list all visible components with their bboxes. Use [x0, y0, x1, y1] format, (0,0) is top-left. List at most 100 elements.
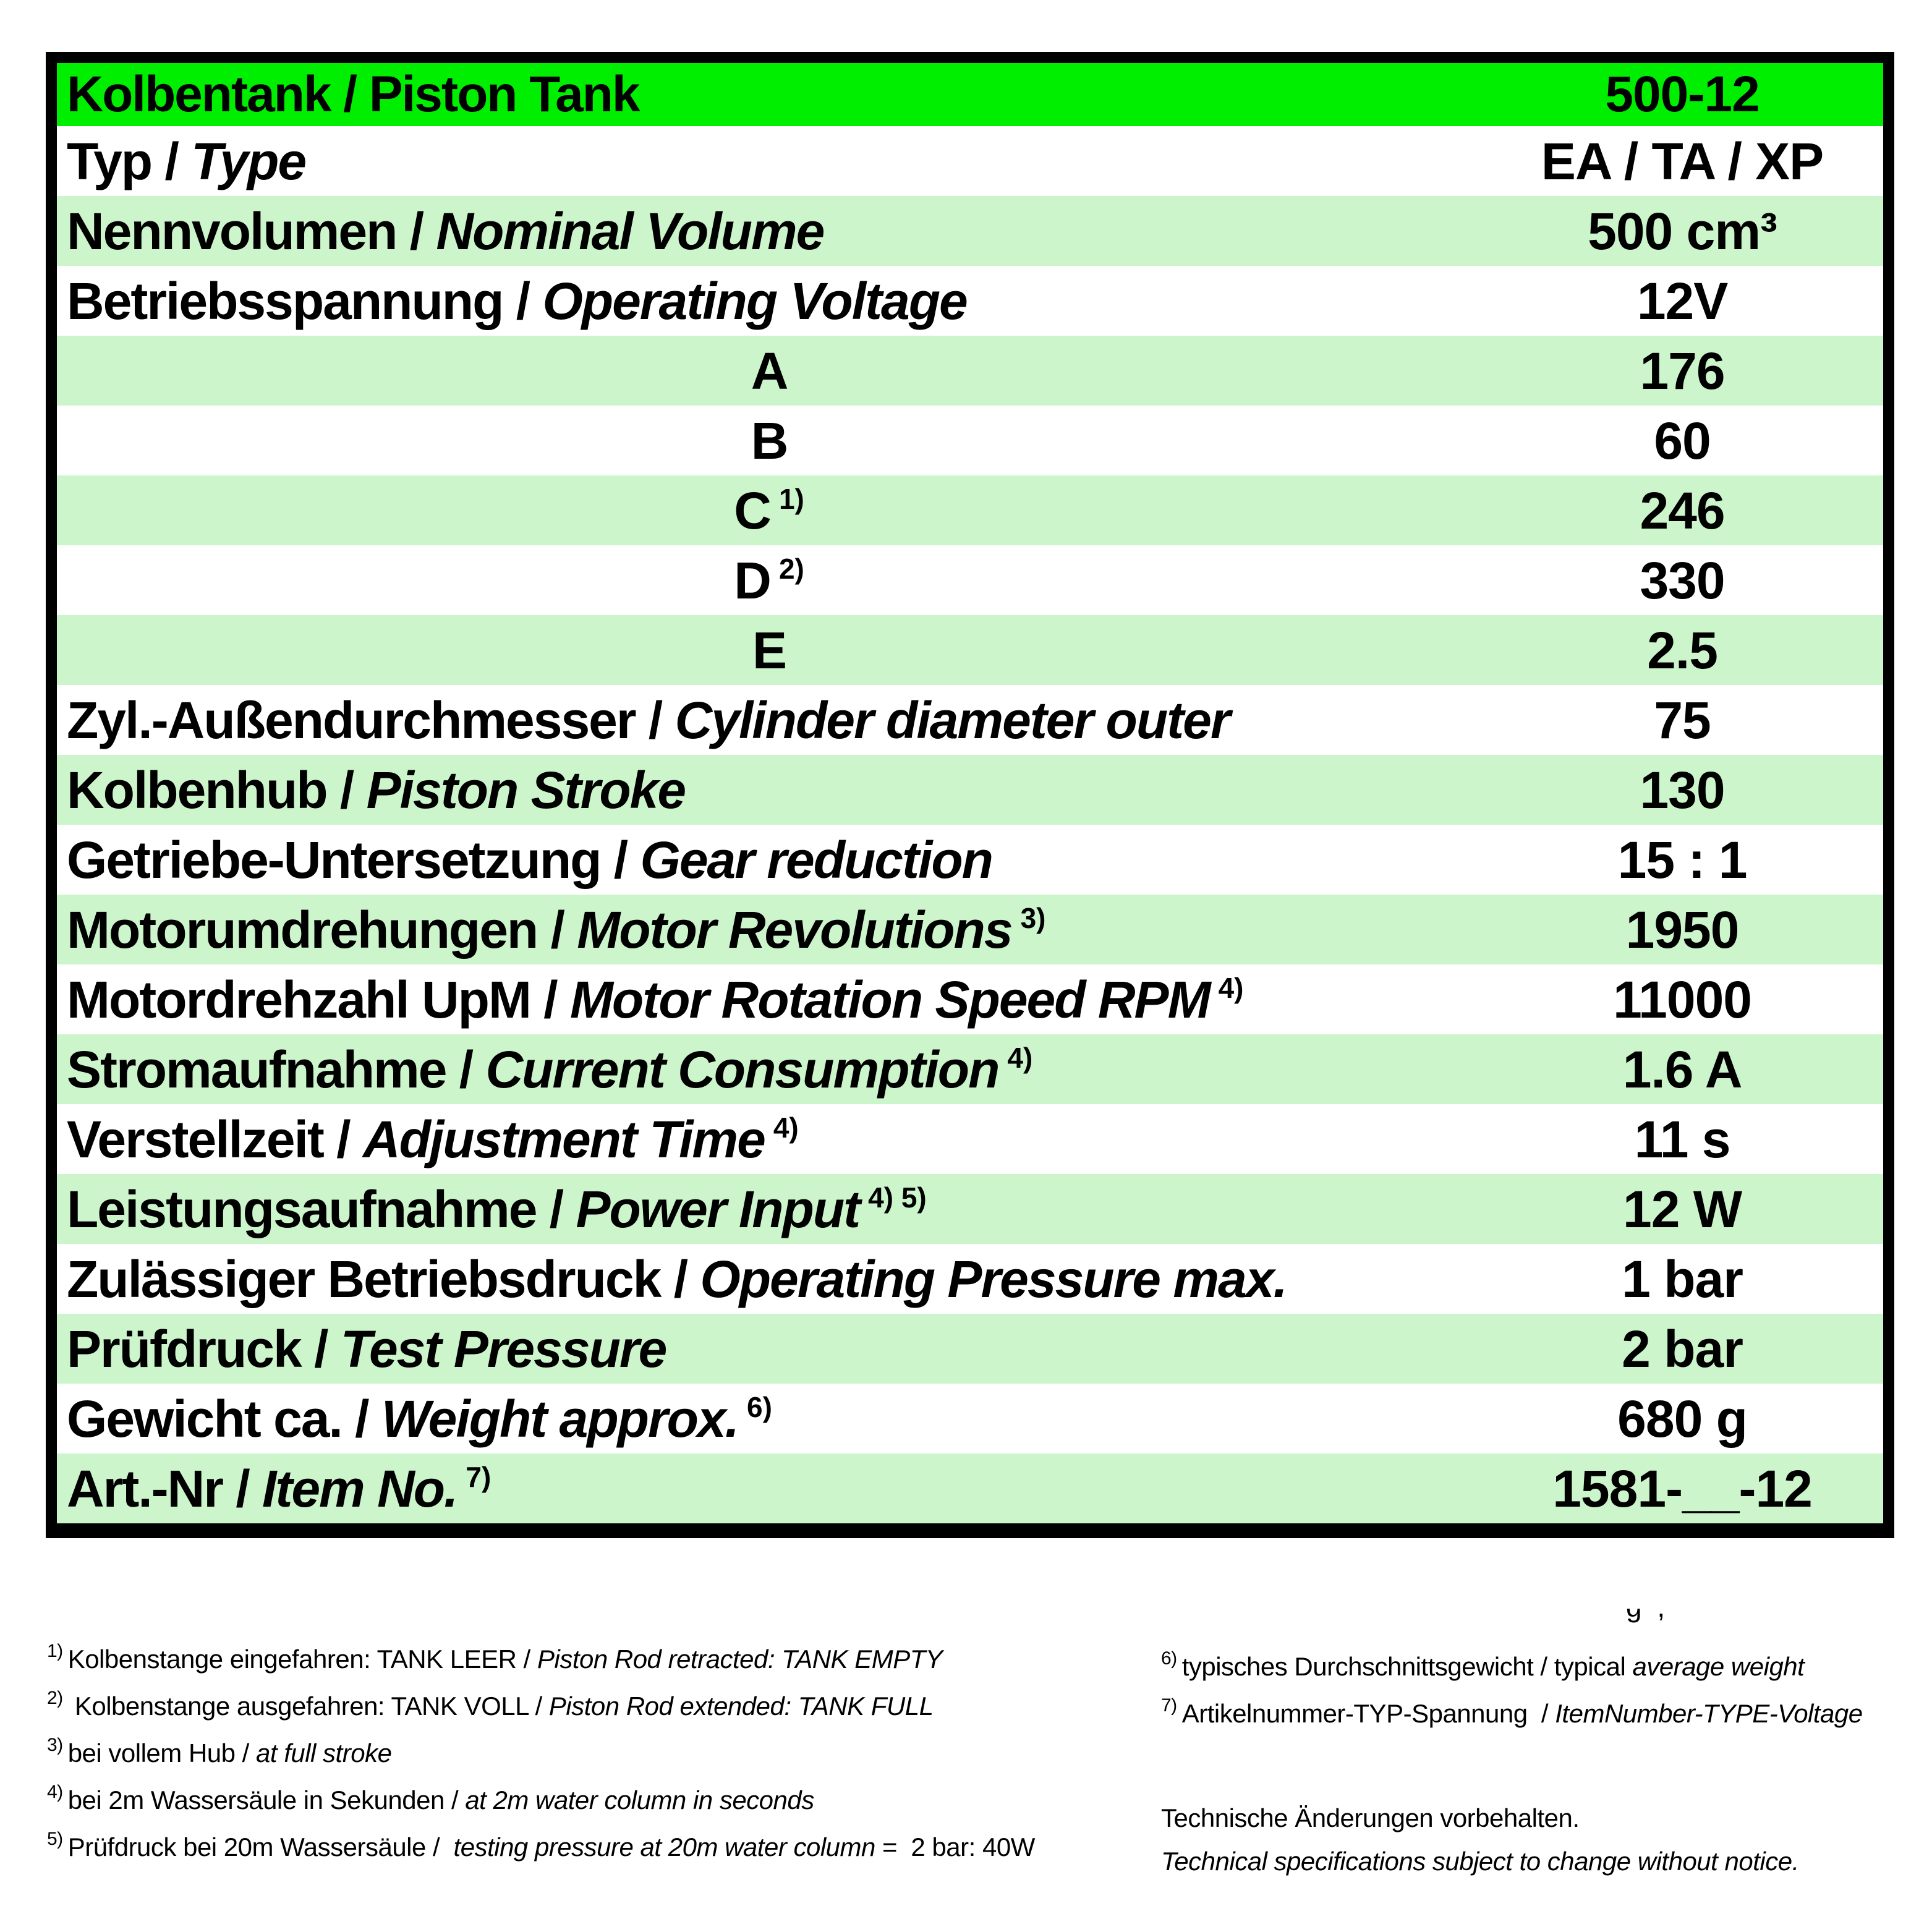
clipped-text: g , — [1626, 1609, 1737, 1621]
row-value: 246 — [1640, 481, 1725, 540]
table-row: Typ / Type EA / TA / XP — [57, 126, 1883, 196]
row-label-separator: / — [635, 691, 675, 749]
row-label-separator: / — [536, 1180, 576, 1238]
row-value: 500 cm³ — [1588, 202, 1777, 260]
row-label-separator: / — [300, 1319, 341, 1378]
footnote: 1) Kolbenstange eingefahren: TANK LEER / … — [47, 1636, 1035, 1683]
row-label-separator: / — [223, 1459, 263, 1518]
footnote: 3) bei vollem Hub / at full stroke — [47, 1730, 1035, 1777]
footnote: 5) Prüfdruck bei 20m Wassersäule / testin… — [47, 1824, 1035, 1871]
row-label: Nennvolumen / Nominal Volume — [57, 205, 1481, 257]
table-row: Nennvolumen / Nominal Volume 500 cm³ — [57, 196, 1883, 266]
table-row: Betriebsspannung / Operating Voltage 12V — [57, 266, 1883, 336]
table-row: E 2.5 — [57, 615, 1883, 685]
row-label-en: Motor Rotation Speed RPM — [569, 970, 1211, 1029]
row-label-en: Operating Voltage — [542, 271, 968, 330]
row-value: 2 bar — [1622, 1319, 1743, 1378]
footnote-text-de: Kolbenstange eingefahren: TANK LEER / — [67, 1645, 537, 1674]
row-value: 75 — [1654, 691, 1711, 749]
row-label-de: Typ — [67, 132, 153, 190]
row-label-de: Prüfdruck — [67, 1319, 302, 1378]
row-label-de: Verstellzeit — [67, 1110, 325, 1168]
row-label: A — [57, 345, 1481, 397]
row-label-en: Cylinder diameter outer — [674, 691, 1231, 749]
row-value: 176 — [1640, 341, 1725, 400]
footnote-ref: 4) — [47, 1782, 63, 1802]
row-label-de: Getriebe-Untersetzung — [67, 830, 602, 889]
row-label-en: Current Consumption — [485, 1040, 1000, 1099]
row-label-en: Test Pressure — [340, 1319, 668, 1378]
row-value: 1581-__-12 — [1552, 1459, 1813, 1518]
row-footnote-ref: 4) — [773, 1111, 799, 1144]
table-row: Getriebe-Untersetzung / Gear reduction 1… — [57, 825, 1883, 895]
table-row: B 60 — [57, 406, 1883, 475]
row-label: Kolbenhub / Piston Stroke — [57, 764, 1481, 816]
footnote-text-de: Prüfdruck bei 20m Wassersäule / — [67, 1832, 454, 1862]
row-label: Motordrehzahl UpM / Motor Rotation Speed… — [57, 974, 1481, 1026]
row-value: 680 g — [1617, 1389, 1748, 1448]
row-label-separator: / — [341, 1389, 381, 1448]
table-header-model: 500-12 — [1605, 66, 1760, 122]
footnote-ref: 7) — [1161, 1695, 1177, 1716]
row-value: 1 bar — [1622, 1249, 1743, 1308]
row-value: 330 — [1640, 551, 1725, 610]
row-label: Betriebsspannung / Operating Voltage — [57, 275, 1481, 327]
row-label: C 1) — [57, 485, 1481, 537]
row-label-de: Kolbenhub — [67, 760, 328, 819]
row-value: 12V — [1636, 271, 1728, 330]
row-label-separator: / — [660, 1249, 700, 1308]
row-label: Motorumdrehungen / Motor Revolutions 3) — [57, 904, 1481, 956]
row-value: 60 — [1654, 411, 1711, 470]
table-row: Prüfdruck / Test Pressure 2 bar — [57, 1314, 1883, 1384]
row-label: E — [57, 624, 1481, 676]
footnote-ref: 2) — [47, 1688, 63, 1708]
row-label: Getriebe-Untersetzung / Gear reduction — [57, 834, 1481, 886]
row-label: Art.-Nr / Item No. 7) — [57, 1463, 1481, 1515]
row-value: 15 : 1 — [1617, 830, 1748, 889]
row-label: Zyl.-Außendurchmesser / Cylinder diamete… — [57, 694, 1481, 746]
row-footnote-ref: 6) — [747, 1390, 772, 1423]
footnote-text-en: at 2m water column in seconds — [465, 1785, 814, 1815]
row-label: Stromaufnahme / Current Consumption 4) — [57, 1044, 1481, 1096]
footnote-ref: 5) — [47, 1829, 63, 1849]
footnote-text-de: bei 2m Wassersäule in Sekunden / — [67, 1785, 466, 1815]
footnotes-right: 6) typisches Durchschnittsgewicht / typic… — [1161, 1643, 1863, 1737]
table-row: Verstellzeit / Adjustment Time 4) 11 s — [57, 1104, 1883, 1174]
table-row: Zyl.-Außendurchmesser / Cylinder diamete… — [57, 685, 1883, 755]
row-label-de: Betriebsspannung — [67, 271, 504, 330]
row-footnote-ref: 4) 5) — [868, 1181, 927, 1214]
footnote-text-en: ItemNumber-TYPE-Voltage — [1555, 1699, 1863, 1728]
row-value: 2.5 — [1647, 621, 1718, 679]
footnote-text-en: at full stroke — [256, 1738, 392, 1768]
footnote-text-en: Piston Rod retracted: TANK EMPTY — [537, 1645, 943, 1674]
row-label-de: A — [751, 341, 789, 400]
footnote: 4) bei 2m Wassersäule in Sekunden / at 2m… — [47, 1777, 1035, 1824]
row-label-separator: / — [396, 202, 436, 260]
row-value: 1.6 A — [1622, 1040, 1743, 1099]
footnote-text-de: typisches Durchschnittsgewicht / typical — [1181, 1652, 1633, 1681]
row-value: 1950 — [1625, 900, 1740, 959]
row-footnote-ref: 7) — [466, 1460, 492, 1493]
row-label: Gewicht ca. / Weight approx. 6) — [57, 1393, 1481, 1445]
spec-rows: Typ / Type EA / TA / XP Nennvolumen / No… — [57, 126, 1883, 1523]
footnote: 2) Kolbenstange ausgefahren: TANK VOLL /… — [47, 1683, 1035, 1730]
table-header-row: Kolbentank / Piston Tank 500-12 — [57, 63, 1883, 126]
footnote-ref: 3) — [47, 1735, 63, 1755]
row-value: 12 W — [1623, 1180, 1742, 1238]
row-label-de: C — [734, 481, 772, 540]
row-label-de: Leistungsaufnahme — [67, 1180, 537, 1238]
footnotes-left: 1) Kolbenstange eingefahren: TANK LEER / … — [47, 1636, 1035, 1871]
row-value: 11000 — [1613, 970, 1752, 1029]
row-label-de: Zyl.-Außendurchmesser — [67, 691, 637, 749]
footnote-text-en: average weight — [1632, 1652, 1805, 1681]
row-label-separator: / — [530, 970, 570, 1029]
clipped-text-fragment: g , — [1626, 1609, 1737, 1637]
row-value: 130 — [1640, 760, 1725, 819]
row-label: B — [57, 415, 1481, 467]
footnote-text-en: testing pressure at 20m water column — [453, 1832, 876, 1862]
row-label-en: Operating Pressure max. — [700, 1249, 1287, 1308]
footnote-text-de: Kolbenstange ausgefahren: TANK VOLL / — [67, 1692, 549, 1721]
row-label-de: Motorumdrehungen — [67, 900, 538, 959]
table-row: Stromaufnahme / Current Consumption 4) 1.… — [57, 1034, 1883, 1104]
table-row: Leistungsaufnahme / Power Input 4) 5) 12 … — [57, 1174, 1883, 1244]
